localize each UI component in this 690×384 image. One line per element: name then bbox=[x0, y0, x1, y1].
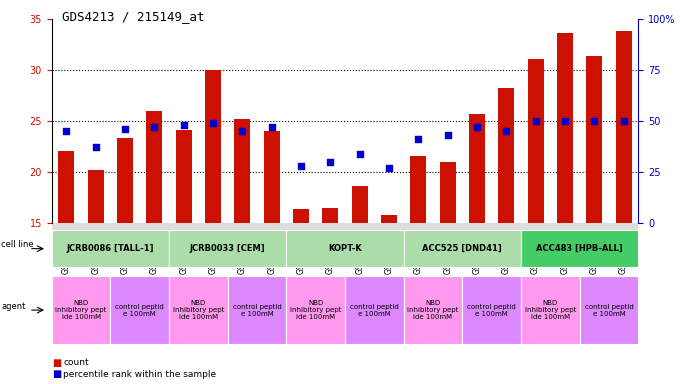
Bar bbox=[498, 88, 514, 223]
Bar bbox=[381, 215, 397, 223]
Bar bbox=[586, 56, 602, 223]
Text: GDS4213 / 215149_at: GDS4213 / 215149_at bbox=[62, 10, 205, 23]
Bar bbox=[469, 114, 485, 223]
Text: KOPT-K: KOPT-K bbox=[328, 244, 362, 253]
Text: control peptid
e 100mM: control peptid e 100mM bbox=[350, 304, 399, 316]
Bar bbox=[117, 138, 133, 223]
Point bbox=[61, 128, 72, 134]
Point bbox=[413, 136, 424, 142]
Bar bbox=[322, 209, 338, 223]
Point bbox=[501, 128, 512, 134]
Bar bbox=[176, 130, 192, 223]
Bar bbox=[352, 186, 368, 223]
Bar bbox=[59, 152, 75, 223]
Point bbox=[354, 151, 365, 157]
Point bbox=[237, 128, 248, 134]
Bar bbox=[411, 156, 426, 223]
Text: NBD
inhibitory pept
ide 100mM: NBD inhibitory pept ide 100mM bbox=[290, 300, 342, 320]
Point bbox=[442, 132, 453, 138]
Text: ACC525 [DND41]: ACC525 [DND41] bbox=[422, 244, 502, 253]
Bar bbox=[293, 210, 309, 223]
Point bbox=[266, 124, 277, 130]
Bar bbox=[146, 111, 162, 223]
Text: control peptid
e 100mM: control peptid e 100mM bbox=[584, 304, 633, 316]
Point bbox=[119, 126, 130, 132]
Text: percentile rank within the sample: percentile rank within the sample bbox=[63, 370, 217, 379]
Point bbox=[530, 118, 541, 124]
Text: control peptid
e 100mM: control peptid e 100mM bbox=[233, 304, 282, 316]
Bar bbox=[264, 131, 279, 223]
Text: control peptid
e 100mM: control peptid e 100mM bbox=[467, 304, 516, 316]
Text: agent: agent bbox=[1, 302, 26, 311]
Text: JCRB0086 [TALL-1]: JCRB0086 [TALL-1] bbox=[67, 244, 154, 253]
Text: control peptid
e 100mM: control peptid e 100mM bbox=[115, 304, 164, 316]
Bar bbox=[88, 170, 103, 223]
Point bbox=[90, 144, 101, 151]
Point bbox=[208, 120, 219, 126]
Text: NBD
inhibitory pept
ide 100mM: NBD inhibitory pept ide 100mM bbox=[407, 300, 459, 320]
Point bbox=[384, 165, 395, 171]
Text: ■: ■ bbox=[52, 358, 61, 368]
Bar bbox=[557, 33, 573, 223]
Text: NBD
inhibitory pept
ide 100mM: NBD inhibitory pept ide 100mM bbox=[524, 300, 576, 320]
Point bbox=[295, 163, 306, 169]
Text: JCRB0033 [CEM]: JCRB0033 [CEM] bbox=[190, 244, 266, 253]
Point bbox=[149, 124, 160, 130]
Text: ACC483 [HPB-ALL]: ACC483 [HPB-ALL] bbox=[536, 244, 623, 253]
Text: NBD
inhibitory pept
ide 100mM: NBD inhibitory pept ide 100mM bbox=[172, 300, 224, 320]
Point bbox=[178, 122, 189, 128]
Text: cell line: cell line bbox=[1, 240, 34, 249]
Point bbox=[325, 159, 336, 165]
Point bbox=[471, 124, 482, 130]
Text: count: count bbox=[63, 358, 89, 367]
Bar bbox=[205, 70, 221, 223]
Text: ■: ■ bbox=[52, 369, 61, 379]
Point bbox=[560, 118, 571, 124]
Bar bbox=[440, 162, 455, 223]
Point bbox=[589, 118, 600, 124]
Bar bbox=[615, 31, 631, 223]
Bar bbox=[528, 59, 544, 223]
Point bbox=[618, 118, 629, 124]
Bar bbox=[235, 119, 250, 223]
Text: NBD
inhibitory pept
ide 100mM: NBD inhibitory pept ide 100mM bbox=[55, 300, 107, 320]
